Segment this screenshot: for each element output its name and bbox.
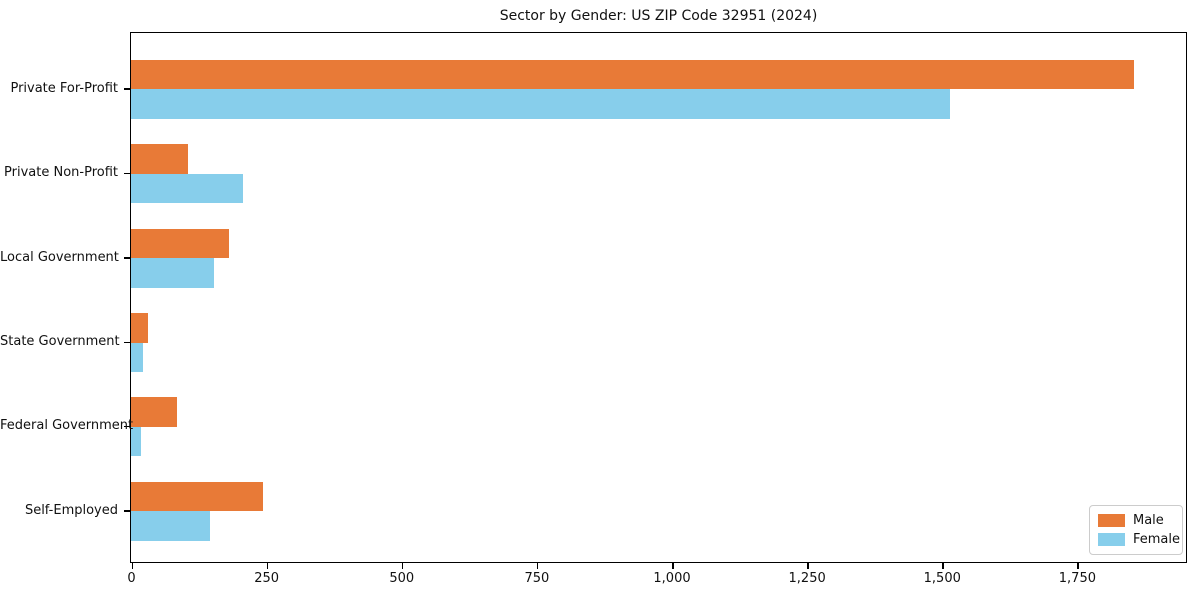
y-tick [124,172,130,175]
y-tick [124,88,130,90]
x-tick-label: 750 [524,571,550,586]
x-tick [266,563,269,569]
bar-male-3 [131,228,230,259]
legend: Male Female [1089,505,1183,555]
male-color-swatch [1098,514,1125,527]
legend-item-female: Female [1098,532,1180,547]
y-tick-label: Self-Employed [24,502,118,518]
legend-label-female: Female [1133,532,1181,547]
bar-male-5 [131,397,178,427]
bar-female-4 [131,342,143,372]
x-tick [401,563,404,569]
bar-female-6 [131,511,211,541]
x-tick [807,563,809,569]
x-tick [131,563,133,569]
y-tick-label: Private Non-Profit [4,165,118,181]
x-tick-label: 1,000 [653,571,691,586]
y-tick [124,425,130,428]
x-tick-label: 1,750 [1058,571,1096,586]
bar-male-6 [131,481,263,512]
x-tick-label: 1,500 [923,571,961,586]
legend-item-male: Male [1098,513,1174,528]
y-tick-label: Local Government [0,249,119,265]
bar-female-3 [131,258,215,288]
x-tick-label: 1,250 [788,571,826,586]
y-tick [124,341,130,343]
x-tick-label: 500 [389,571,415,586]
x-tick [536,563,539,569]
y-tick-label: Private For-Profit [10,80,118,96]
x-tick [1077,563,1079,569]
bar-female-2 [131,173,243,204]
bar-male-4 [131,313,148,343]
female-color-swatch [1098,533,1125,546]
y-tick-label: Federal Government [0,418,134,434]
bar-female-5 [131,426,141,457]
plot-area [130,32,1187,563]
x-tick [672,563,674,569]
chart-title: Sector by Gender: US ZIP Code 32951 (202… [499,8,818,24]
x-tick [942,563,944,569]
x-tick-label: 0 [127,571,136,586]
bar-male-2 [131,144,188,174]
bar-female-1 [131,89,950,119]
x-tick-label: 250 [254,571,280,586]
bar-male-1 [131,59,1134,90]
legend-label-male: Male [1133,513,1164,528]
y-tick-label: State Government [0,334,120,349]
y-tick [124,257,130,259]
y-tick [124,510,130,512]
